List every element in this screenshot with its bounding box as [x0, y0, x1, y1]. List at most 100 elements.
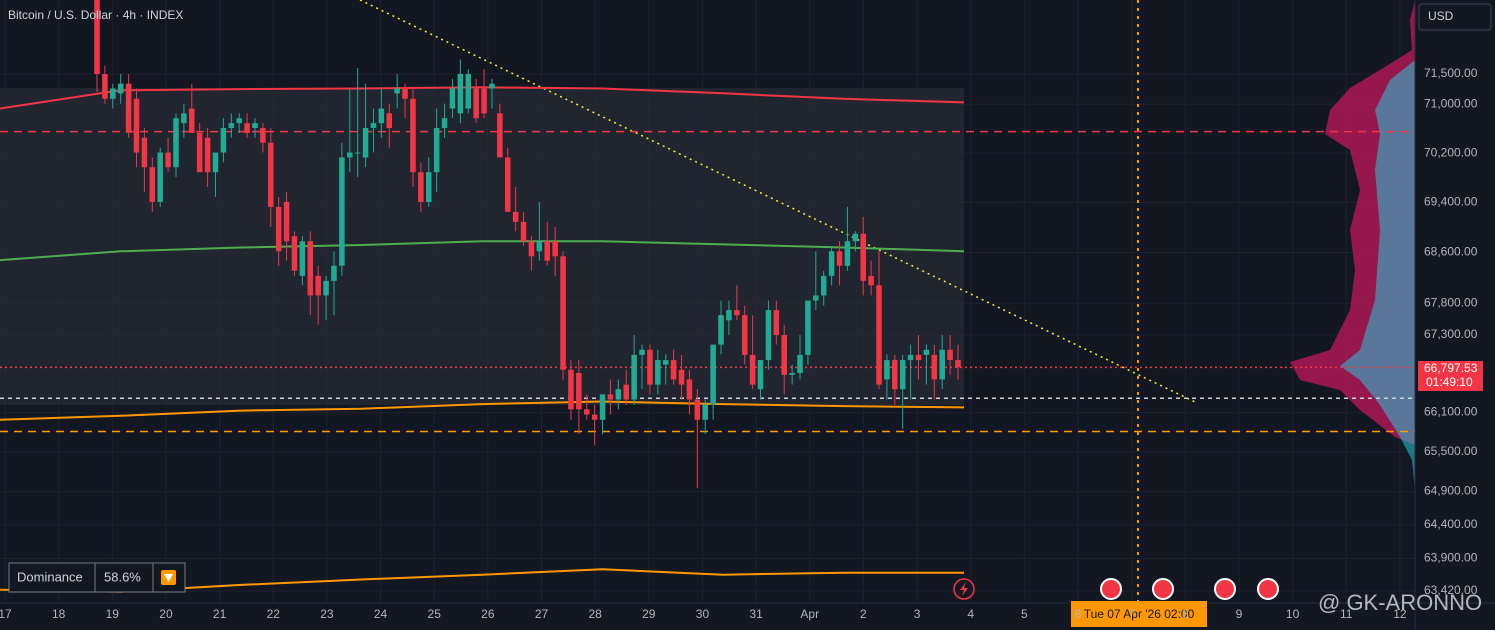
candle-body: [884, 360, 890, 380]
x-tick-label: 26: [481, 607, 495, 621]
event-icon[interactable]: [953, 578, 975, 600]
candle-body: [473, 88, 479, 119]
candle-body: [765, 310, 772, 361]
candle-body: [489, 83, 495, 89]
x-tick-label: 17: [0, 607, 12, 621]
flag-icon[interactable]: [1100, 578, 1122, 600]
x-tick-label: 25: [428, 607, 442, 621]
flag-icon[interactable]: [1257, 578, 1279, 600]
candle-body: [868, 275, 874, 286]
y-tick-label: 69,400.00: [1424, 195, 1478, 209]
candle-body: [583, 409, 590, 415]
indicator-line: [0, 400, 965, 421]
countdown: 01:49:10: [1426, 375, 1473, 389]
candle-body: [710, 344, 716, 405]
candle-body: [189, 108, 195, 133]
candle-body: [694, 399, 701, 420]
candle-body: [607, 394, 614, 400]
y-tick-label: 64,900.00: [1424, 484, 1478, 498]
y-tick-label: 70,200.00: [1424, 145, 1478, 159]
candle-body: [339, 157, 345, 266]
x-tick-label: 24: [374, 607, 388, 621]
candle-body: [315, 275, 321, 296]
candle-body: [749, 354, 756, 385]
x-tick-label: 21: [213, 607, 227, 621]
candle-body: [362, 128, 369, 158]
candle-body: [504, 157, 511, 212]
candle-body: [615, 389, 622, 400]
candle-body: [252, 123, 258, 129]
candle-body: [820, 275, 827, 296]
candle-body: [639, 349, 645, 355]
candle-body: [568, 369, 574, 410]
candle-body: [181, 113, 187, 124]
candle-body: [117, 83, 124, 94]
candle-body: [947, 349, 953, 361]
candle-body: [307, 241, 314, 296]
currency[interactable]: USD: [1428, 9, 1454, 23]
candle-body: [497, 113, 503, 158]
candle-body: [907, 354, 914, 361]
x-tick-label: 23: [320, 607, 334, 621]
x-tick-label: Apr: [800, 607, 819, 621]
candle-body: [915, 354, 922, 361]
x-tick-label: 20: [159, 607, 173, 621]
candle-body: [260, 128, 266, 143]
plot: [0, 0, 1415, 593]
candle-body: [425, 172, 432, 202]
candle-body: [165, 152, 171, 168]
candle-body: [844, 241, 851, 266]
candle-body: [94, 0, 100, 75]
candle-body: [528, 241, 535, 257]
x-tick-label: 19: [106, 607, 120, 621]
candle-body: [157, 152, 163, 202]
x-tick-label: 29: [642, 607, 656, 621]
x-tick-label: 7: [1128, 607, 1135, 621]
lightning: [960, 582, 968, 596]
flag-icon[interactable]: [1152, 578, 1174, 600]
candle-body: [173, 118, 179, 168]
candle-body: [354, 152, 361, 154]
x-tick-label: 12: [1393, 607, 1407, 621]
candle-body: [939, 349, 945, 380]
candle-body: [481, 88, 487, 114]
x-tick-label: 6: [1075, 607, 1082, 621]
candle-body: [110, 88, 116, 99]
candle-body: [591, 414, 598, 420]
volume-profile-down: [1340, 60, 1415, 490]
candle-body: [892, 360, 898, 390]
x-tick-label: 28: [588, 607, 602, 621]
crosshair-label: Tue 07 Apr '26 02:00: [1084, 607, 1195, 621]
candle-body: [212, 152, 219, 173]
candle-body: [852, 233, 859, 242]
candle-body: [805, 300, 811, 355]
candle-body: [457, 74, 464, 114]
indicator-line: [0, 240, 965, 262]
y-tick-label: 71,500.00: [1424, 66, 1478, 80]
candle-body: [141, 137, 148, 168]
candle-body: [544, 241, 551, 261]
candle-body: [773, 310, 780, 336]
candle-body: [394, 88, 400, 94]
y-tick-label: 68,600.00: [1424, 245, 1478, 259]
candle-body: [813, 295, 819, 301]
candle-body: [781, 335, 787, 375]
candle-body: [323, 280, 329, 296]
candle-body: [678, 369, 685, 385]
candle-body: [734, 310, 740, 316]
candle-body: [196, 132, 203, 173]
candle-body: [955, 360, 961, 368]
candle-body: [291, 236, 298, 271]
candle-body: [923, 349, 930, 355]
currency-box[interactable]: [1418, 3, 1492, 31]
candle-body: [670, 360, 677, 380]
x-tick-label: 11: [1340, 607, 1353, 621]
candle-body: [726, 310, 732, 321]
x-tick-label: 18: [52, 607, 66, 621]
flag-icon[interactable]: [1214, 578, 1236, 600]
last-price-box: [1418, 361, 1483, 391]
candle-body: [236, 118, 242, 124]
dominance-box: [8, 562, 186, 593]
candle-body: [552, 241, 558, 257]
